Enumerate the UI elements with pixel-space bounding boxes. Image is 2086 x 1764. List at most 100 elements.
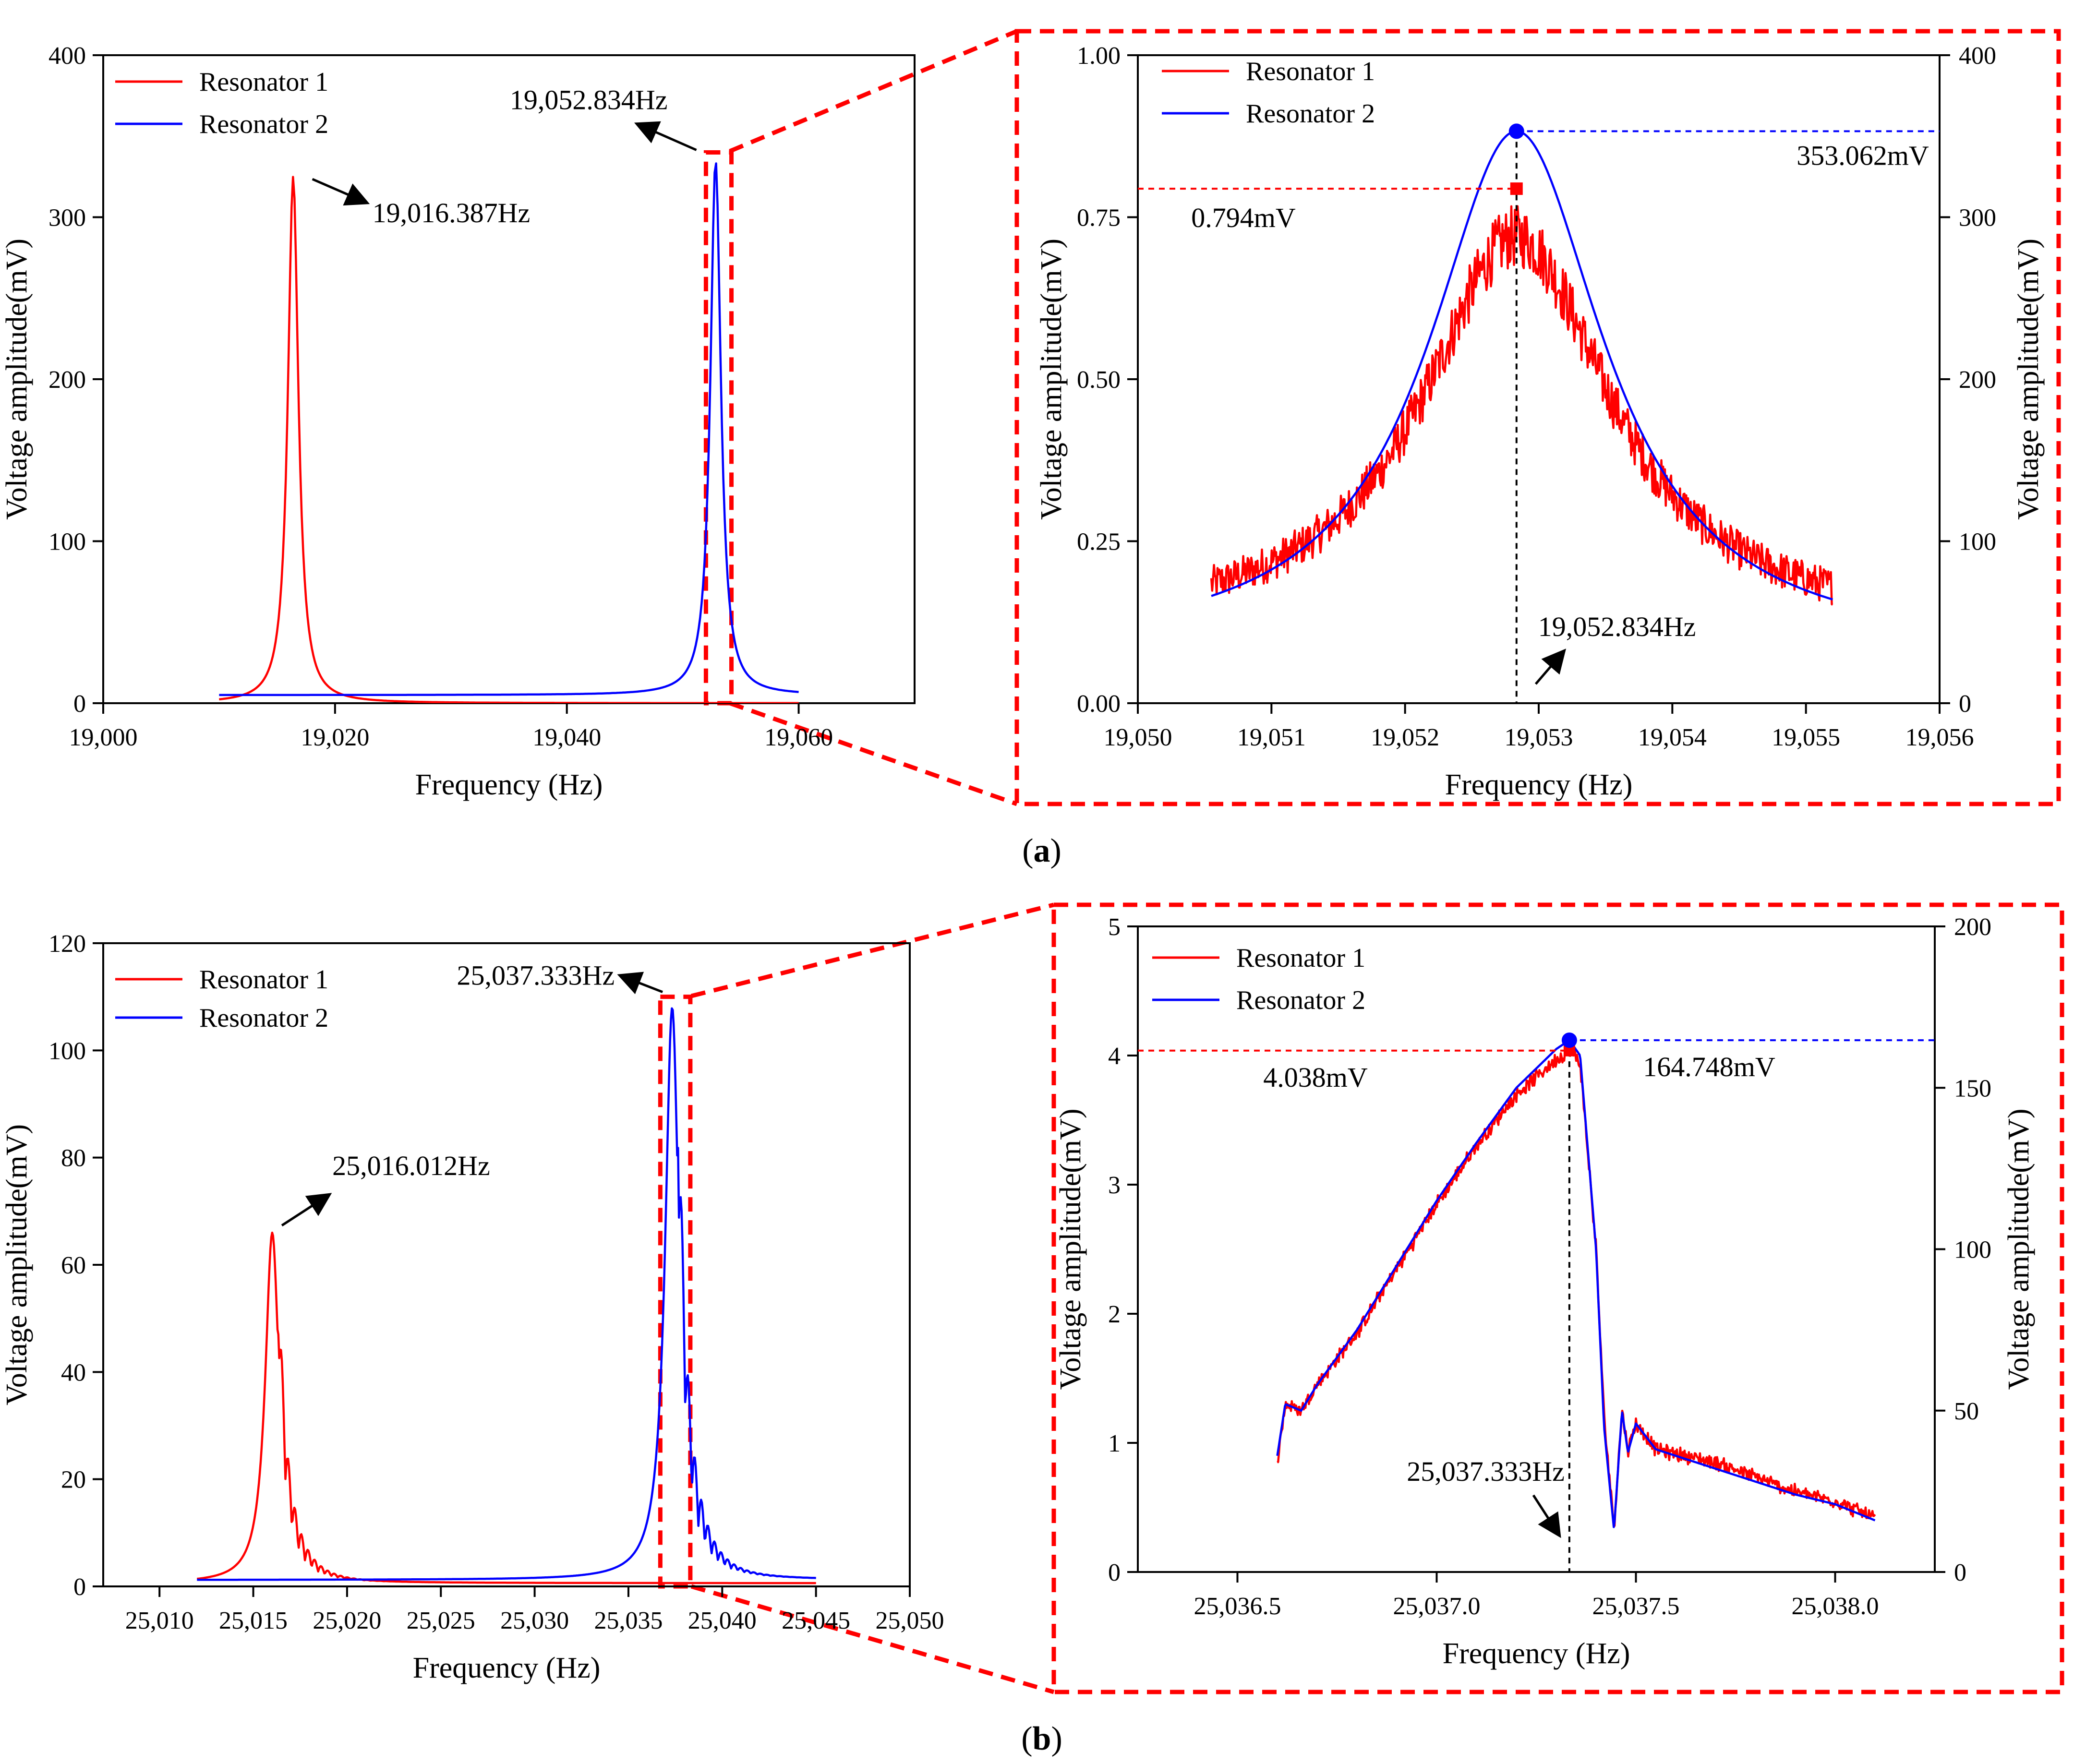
annotation-frequency: 19,052.834Hz bbox=[1538, 611, 1696, 642]
x-axis-title: Frequency (Hz) bbox=[413, 1652, 601, 1684]
x-tick-label: 25,015 bbox=[219, 1607, 288, 1634]
y-axis-title: Voltage amplitude(mV) bbox=[1054, 1108, 1087, 1390]
plot-frame bbox=[102, 54, 916, 704]
y2-tick-label: 400 bbox=[1959, 42, 1996, 70]
chart-b_zoom: 25,036.5 25,037.0 25,037.5 25,038.0 Frequenc… bbox=[1054, 913, 2035, 1670]
peak-marker-red bbox=[1510, 182, 1523, 195]
y-tick-label: 100 bbox=[48, 1037, 86, 1065]
series-line-1 bbox=[1277, 1045, 1876, 1527]
x-tick-label: 19,054 bbox=[1638, 724, 1707, 751]
y-tick-label: 60 bbox=[61, 1252, 86, 1279]
x-tick-label: 25,020 bbox=[313, 1607, 381, 1634]
y-tick-label: 40 bbox=[61, 1359, 86, 1386]
annotation-value-left: 4.038mV bbox=[1263, 1062, 1368, 1093]
y2-tick-label: 100 bbox=[1959, 528, 1996, 556]
y-axis-title: Voltage amplitude(mV) bbox=[1035, 239, 1068, 520]
y-tick-label: 120 bbox=[48, 930, 86, 958]
annotation-peak-1: 19,016.387Hz bbox=[373, 197, 531, 228]
x-tick-label: 19,040 bbox=[532, 724, 601, 751]
annotation-frequency: 25,037.333Hz bbox=[1407, 1456, 1565, 1487]
x-tick-label: 19,020 bbox=[301, 724, 369, 751]
series-line-1 bbox=[1210, 205, 1833, 606]
legend-label-1: Resonator 1 bbox=[199, 67, 328, 97]
x-tick-label: 25,036.5 bbox=[1194, 1593, 1281, 1620]
legend-label-2: Resonator 2 bbox=[1246, 99, 1375, 129]
x-axis-title: Frequency (Hz) bbox=[415, 768, 603, 801]
annotation-arrow bbox=[617, 972, 663, 995]
y-tick-label: 20 bbox=[61, 1466, 86, 1494]
y-tick-label: 200 bbox=[48, 366, 86, 394]
y2-axis: 0 100 200 300 400 bbox=[1940, 42, 1996, 718]
x-tick-label: 25,025 bbox=[407, 1607, 475, 1634]
x-tick-label: 25,035 bbox=[594, 1607, 663, 1634]
y2-tick-label: 0 bbox=[1954, 1559, 1966, 1586]
y2-axis-title: Voltage amplitude(mV) bbox=[2012, 239, 2045, 520]
x-tick-label: 25,030 bbox=[500, 1607, 569, 1634]
zoom-connector bbox=[729, 701, 1018, 806]
x-tick-label: 19,000 bbox=[69, 724, 138, 751]
y-tick-label: 80 bbox=[61, 1145, 86, 1172]
x-axis-title: Frequency (Hz) bbox=[1445, 768, 1633, 801]
x-tick-label: 25,040 bbox=[688, 1607, 757, 1634]
series-line-2 bbox=[196, 1007, 817, 1581]
x-tick-label: 19,055 bbox=[1772, 724, 1840, 751]
y-tick-label: 0 bbox=[73, 690, 86, 718]
legend-label-2: Resonator 2 bbox=[199, 109, 328, 139]
y-tick-label: 400 bbox=[48, 42, 86, 70]
legend-label-1: Resonator 1 bbox=[1236, 943, 1365, 973]
x-axis-title: Frequency (Hz) bbox=[1443, 1637, 1630, 1670]
annotation-arrow bbox=[634, 121, 697, 151]
y-axis-title: Voltage amplitude(mV) bbox=[0, 239, 33, 520]
y2-tick-label: 300 bbox=[1959, 204, 1996, 232]
y2-tick-label: 200 bbox=[1954, 913, 1991, 941]
panel-label-a: (a) bbox=[1022, 832, 1061, 869]
y-axis: 0 20 40 60 80 100 120 bbox=[48, 930, 103, 1601]
annotation-value-right: 353.062mV bbox=[1797, 140, 1929, 171]
zoom-connector bbox=[690, 1584, 1055, 1694]
y-tick-label: 100 bbox=[48, 528, 86, 556]
annotation-value-right: 164.748mV bbox=[1643, 1051, 1775, 1082]
x-tick-label: 19,050 bbox=[1104, 724, 1172, 751]
y-tick-label: 0.00 bbox=[1077, 690, 1121, 718]
legend-label-1: Resonator 1 bbox=[199, 965, 328, 995]
x-axis: 25,010 25,015 25,020 25,025 25,030 25,035 25,0… bbox=[125, 1586, 944, 1634]
x-axis: 25,036.5 25,037.0 25,037.5 25,038.0 bbox=[1194, 1572, 1879, 1620]
x-tick-label: 25,010 bbox=[125, 1607, 194, 1634]
y2-tick-label: 50 bbox=[1954, 1398, 1979, 1425]
series-line-2 bbox=[1276, 1039, 1876, 1528]
x-tick-label: 25,038.0 bbox=[1792, 1593, 1879, 1620]
y-axis-title: Voltage amplitude(mV) bbox=[0, 1124, 33, 1405]
annotation-peak-2: 19,052.834Hz bbox=[510, 84, 668, 116]
y-tick-label: 3 bbox=[1108, 1172, 1121, 1199]
zoom-connector bbox=[729, 29, 1018, 154]
y-tick-label: 5 bbox=[1108, 913, 1121, 941]
y-tick-label: 0 bbox=[1108, 1559, 1121, 1586]
series-line-1 bbox=[219, 176, 799, 703]
legend-label-2: Resonator 2 bbox=[1236, 985, 1365, 1015]
y-axis: 0.00 0.25 0.50 0.75 1.00 bbox=[1077, 42, 1138, 718]
annotation-peak-1: 25,016.012Hz bbox=[332, 1150, 490, 1181]
zoom-frame bbox=[1014, 29, 2061, 806]
plot-frame bbox=[102, 942, 911, 1587]
y2-tick-label: 150 bbox=[1954, 1075, 1991, 1102]
zoom-connector bbox=[690, 902, 1055, 998]
y-tick-label: 1.00 bbox=[1077, 42, 1121, 70]
x-axis: 19,000 19,020 19,040 19,060 bbox=[69, 703, 833, 751]
x-tick-label: 25,037.5 bbox=[1592, 1593, 1680, 1620]
legend-label-1: Resonator 1 bbox=[1246, 57, 1375, 86]
x-tick-label: 25,045 bbox=[782, 1607, 850, 1634]
y2-axis-title: Voltage amplitude(mV) bbox=[2002, 1108, 2035, 1390]
x-axis: 19,050 19,051 19,052 19,053 19,054 19,055 19,0… bbox=[1104, 703, 1974, 751]
zoom-frame bbox=[1051, 902, 2064, 1694]
legend-label-2: Resonator 2 bbox=[199, 1003, 328, 1033]
peak-marker-blue bbox=[1508, 123, 1524, 139]
chart-b_main: 25,010 25,015 25,020 25,025 25,030 25,035 25,0… bbox=[0, 930, 944, 1684]
y-tick-label: 4 bbox=[1108, 1043, 1121, 1070]
peak-marker-blue bbox=[1561, 1032, 1577, 1048]
y-tick-label: 0 bbox=[73, 1573, 86, 1601]
x-tick-label: 19,051 bbox=[1237, 724, 1306, 751]
panel-label-b: (b) bbox=[1021, 1720, 1062, 1757]
y-axis: 0 1 2 3 4 5 bbox=[1108, 913, 1138, 1586]
